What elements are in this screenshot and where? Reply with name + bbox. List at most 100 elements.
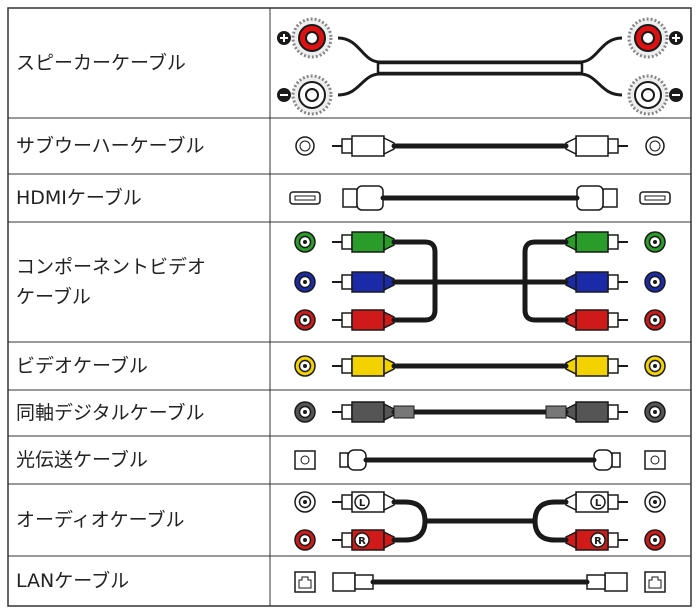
plug-sleeve [607,312,619,328]
hdmi-plug-tip [342,188,358,208]
jack-pin [653,500,657,504]
jack-pin [303,240,307,244]
plug-tail [565,356,577,376]
polarity-sign [672,34,680,42]
plug-tail [383,232,395,252]
jack-pin [653,318,657,322]
cable-label: オーディオケーブル [16,509,185,531]
channel-badge [590,494,606,510]
optical-plug-tip [611,452,621,468]
cable [391,499,569,543]
plug-tail [565,272,577,292]
terminal-inner [641,31,655,45]
plug-sleeve [341,312,353,328]
lan-port [644,571,666,593]
channel-badge [590,532,606,548]
hdmi-port-inner [294,195,316,201]
hdmi-plug-tip [602,188,618,208]
plug-tail [565,492,577,512]
plug-body [575,309,609,331]
plug-body [351,231,385,253]
plug-sleeve [341,494,353,510]
jack-pin [653,364,657,368]
coax-ferrule [545,405,567,419]
cable-label: コンポーネントビデオケーブル [16,256,207,308]
lan-plug-boot [586,574,606,590]
lan-plug-tip [332,572,356,592]
plug-tail [383,356,395,376]
plug-body [351,355,385,377]
cable-label: 同軸デジタルケーブル [16,402,205,424]
lan-port-inner [298,576,312,589]
plug-body [351,309,385,331]
plug-body [351,271,385,293]
lan-port-inner [648,576,662,589]
speaker-cable-bottom [337,72,623,97]
lan-plug-tip [604,572,628,592]
cable-label: LANケーブル [16,570,130,592]
plug-sleeve [341,274,353,290]
cable-label: サブウーハーケーブル [16,135,205,157]
speaker-cable-top [337,36,623,64]
plug-tail [383,272,395,292]
plug-body [351,135,385,157]
jack-pin [653,410,657,414]
cable [391,239,569,323]
plug-sleeve [607,138,619,154]
optical-plug-body [347,449,367,471]
cable-label: HDMIケーブル [16,187,142,209]
jack-pin [303,318,307,322]
plug-tail [383,530,395,550]
hdmi-port-inner [644,195,666,201]
jack-pin [653,538,657,542]
plug-tail [565,530,577,550]
cable-label: 光伝送ケーブル [16,449,148,471]
plug-body [575,401,609,423]
plug-tail [565,136,577,156]
plug-sleeve [607,358,619,374]
jack-pin [653,240,657,244]
jack-inner [299,140,311,152]
plug-sleeve [607,274,619,290]
jack-pin [303,500,307,504]
speaker-cable [376,61,584,75]
terminal-inner [305,31,319,45]
jack-pin [653,280,657,284]
hdmi-plug-body [356,185,384,211]
plug-tail [565,310,577,330]
plug-tail [383,310,395,330]
channel-badge [354,532,370,548]
jack-inner [649,140,661,152]
polarity-sign [280,34,288,42]
plug-sleeve [607,234,619,250]
jack-pin [303,538,307,542]
channel-marker: R [358,536,366,547]
plug-sleeve [341,358,353,374]
plug-sleeve [607,494,619,510]
plug-sleeve [341,532,353,548]
plug-tail [383,492,395,512]
hdmi-plug-body [576,185,604,211]
channel-badge [354,494,370,510]
jack-pin [303,364,307,368]
plug-sleeve [607,532,619,548]
lan-port [294,571,316,593]
channel-marker: L [595,498,602,509]
plug-body [575,355,609,377]
optical-port-inner [650,455,660,465]
jack-pin [303,410,307,414]
plug-body [575,231,609,253]
plug-tail [565,232,577,252]
plug-sleeve [341,404,353,420]
channel-marker: L [359,498,366,509]
plug-sleeve [607,404,619,420]
lan-plug-boot [354,574,374,590]
plug-body [575,271,609,293]
cable-label: ビデオケーブル [16,355,148,377]
plug-body [351,401,385,423]
coax-ferrule [393,405,415,419]
plug-sleeve [341,234,353,250]
optical-port-inner [300,455,310,465]
